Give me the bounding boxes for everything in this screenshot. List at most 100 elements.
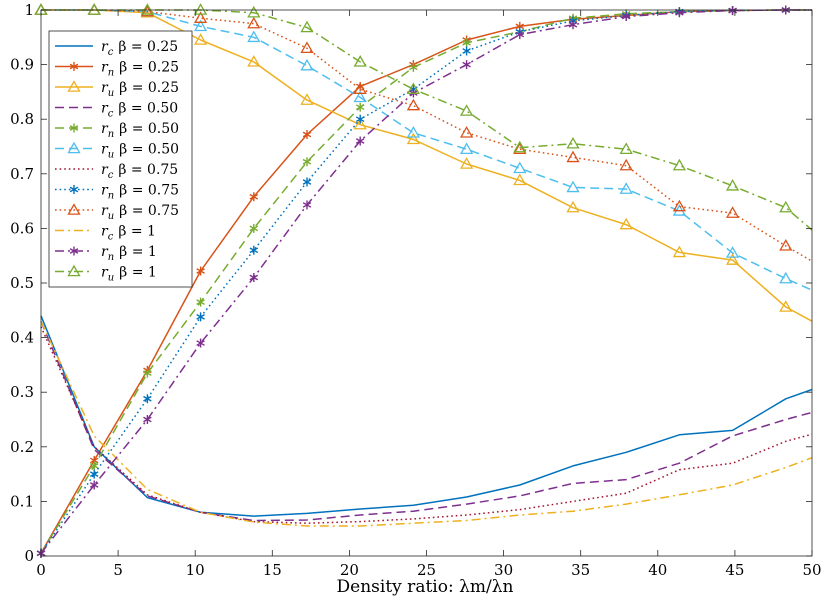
y-tick-label: 0 [24, 547, 34, 565]
data-point [406, 132, 421, 145]
y-tick-label: 0.8 [10, 110, 34, 128]
y-tick-label: 0.1 [10, 492, 34, 510]
legend-marker [69, 246, 79, 256]
data-point [196, 338, 205, 348]
data-point [725, 246, 740, 258]
legend-marker [67, 80, 81, 92]
legend-label: rn β = 0.25 [101, 60, 179, 79]
y-tick-label: 0.4 [10, 329, 34, 347]
data-point [672, 199, 687, 212]
legend-item: rn β = 1 [55, 244, 157, 263]
data-point [406, 126, 421, 138]
x-tick-label: 15 [263, 561, 282, 579]
series-9 [40, 320, 813, 527]
legend-item: rc β = 0.50 [55, 101, 178, 120]
data-point [459, 157, 474, 169]
legend-item: ru β = 0.75 [55, 203, 179, 222]
data-point [249, 192, 259, 202]
data-point [566, 136, 580, 149]
data-point [566, 180, 580, 193]
data-point [247, 16, 261, 29]
data-point [302, 157, 312, 167]
series-6 [40, 326, 813, 524]
data-point [87, 3, 101, 15]
data-point [193, 19, 208, 32]
data-point [140, 4, 155, 17]
data-point [619, 217, 633, 230]
legend-item: ru β = 0.50 [55, 142, 179, 161]
data-point [619, 142, 633, 155]
data-point [406, 82, 421, 94]
data-point [568, 20, 578, 30]
data-point [459, 126, 474, 138]
data-point [672, 245, 687, 258]
data-point [779, 300, 793, 312]
legend-item: rn β = 0.75 [55, 183, 179, 202]
data-point [353, 117, 367, 130]
data-point [140, 3, 155, 15]
data-point [672, 158, 687, 171]
data-point [196, 266, 205, 276]
data-point [302, 177, 312, 187]
data-point [143, 415, 152, 424]
data-point [196, 312, 205, 322]
data-point [619, 182, 633, 194]
data-point [353, 82, 367, 94]
x-tick-label: 0 [36, 561, 46, 579]
y-tick-label: 0.2 [10, 438, 34, 456]
legend-item: rc β = 0.25 [55, 39, 178, 58]
series-line [40, 9, 812, 554]
data-point [249, 223, 259, 233]
data-point [409, 62, 418, 72]
data-point [459, 142, 474, 155]
data-point [89, 469, 99, 479]
data-point [513, 140, 527, 153]
data-point [143, 394, 152, 404]
y-tick-label: 0.9 [10, 56, 34, 74]
data-point [247, 5, 261, 18]
data-point [193, 33, 208, 45]
data-point [621, 12, 631, 22]
legend-label: rc β = 0.75 [101, 162, 178, 181]
data-point [89, 480, 99, 490]
legend-marker [69, 185, 79, 194]
legend-marker [69, 123, 79, 133]
legend-item: rc β = 0.75 [55, 162, 178, 181]
data-point [462, 46, 471, 56]
data-point [725, 206, 740, 218]
data-point [355, 114, 365, 124]
data-point [247, 55, 261, 67]
legend-marker [67, 203, 81, 215]
legend-label: rn β = 0.75 [101, 183, 179, 202]
legend-label: rc β = 0.25 [101, 39, 178, 58]
data-point [462, 38, 471, 48]
data-point [353, 90, 367, 103]
x-tick-label: 50 [802, 561, 821, 579]
y-tick-label: 0.3 [10, 383, 34, 401]
data-point [566, 200, 580, 213]
x-axis-title: Density ratio: λm/λn [337, 577, 514, 596]
x-tick-label: 5 [113, 561, 123, 579]
series-3 [40, 320, 813, 522]
data-point [300, 93, 314, 105]
data-point [779, 271, 793, 284]
legend-label: ru β = 1 [101, 265, 157, 284]
legend-item: ru β = 0.25 [55, 80, 179, 99]
data-point [566, 150, 580, 163]
series-line [40, 315, 813, 517]
data-point [196, 297, 205, 307]
x-tick-label: 30 [494, 561, 513, 579]
x-tick-label: 25 [417, 561, 436, 579]
legend-label: rn β = 0.50 [101, 121, 179, 140]
data-point [302, 129, 312, 139]
data-point [193, 3, 208, 15]
data-point [459, 104, 474, 116]
legend-label: rc β = 1 [101, 224, 156, 243]
data-point [249, 245, 259, 255]
data-point [779, 239, 793, 251]
data-point [300, 58, 314, 71]
legend-item: ru β = 1 [55, 265, 157, 284]
x-tick-label: 45 [725, 561, 744, 579]
legend-item: rc β = 1 [55, 224, 156, 243]
